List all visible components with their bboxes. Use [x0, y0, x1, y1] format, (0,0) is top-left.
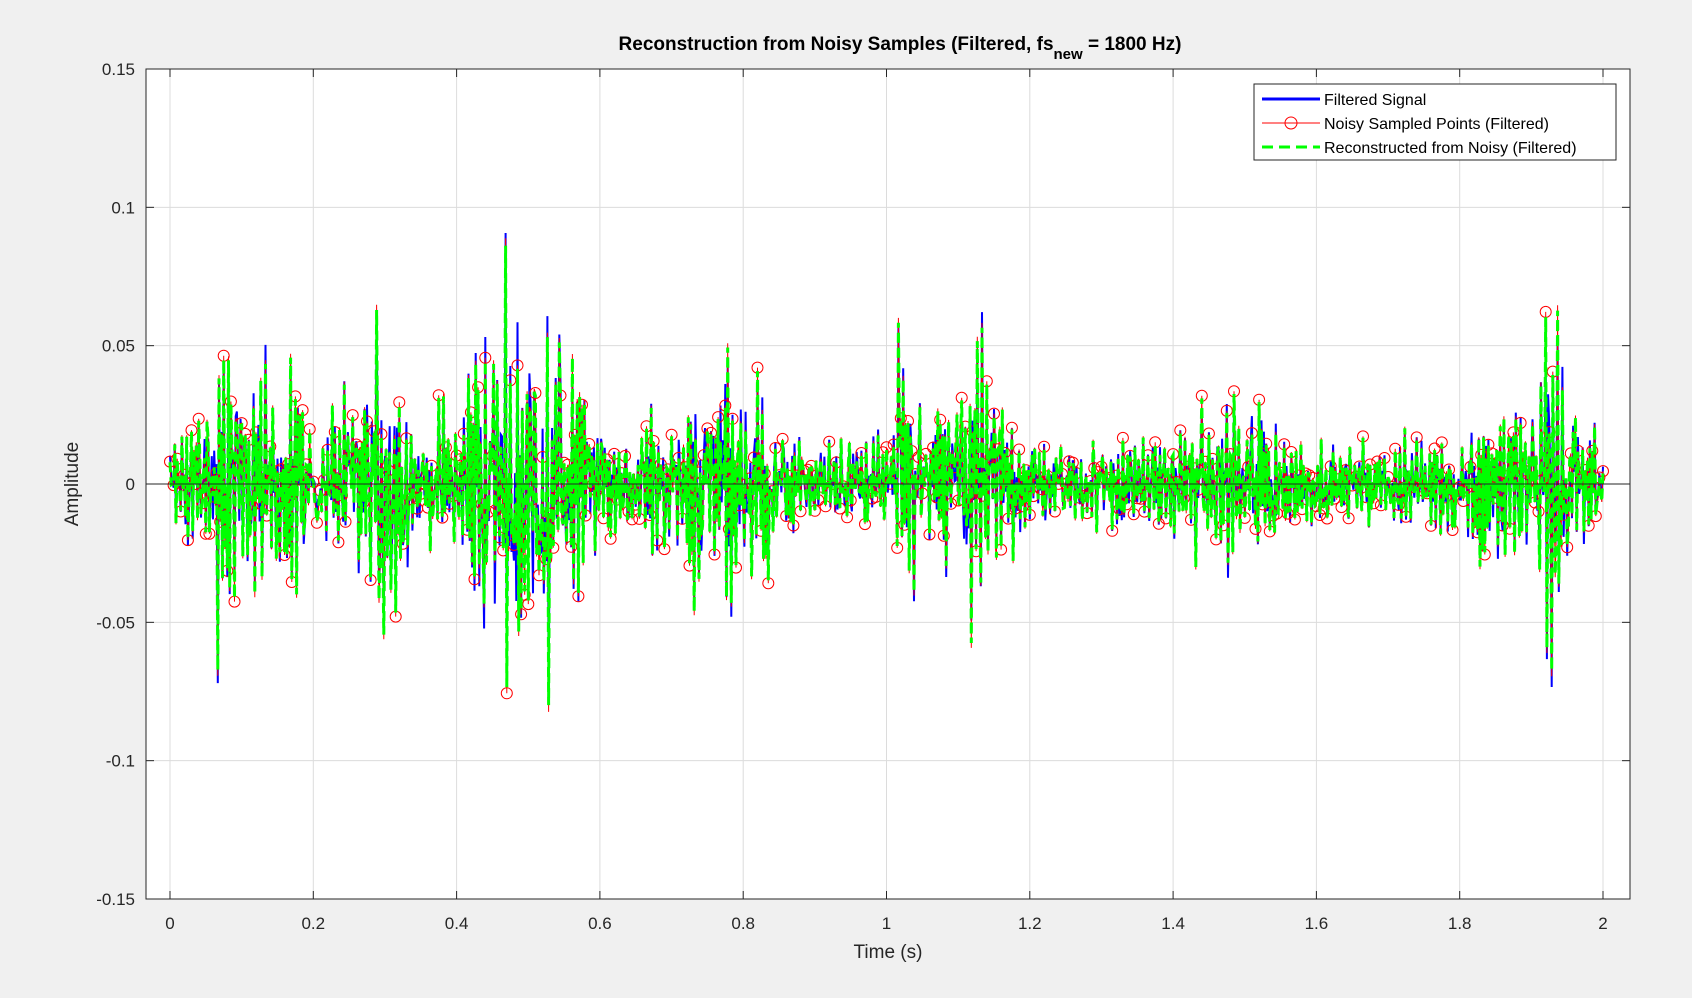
x-tick-label: 0.6: [588, 914, 612, 933]
y-tick-label: -0.05: [96, 613, 135, 632]
legend: Filtered Signal Noisy Sampled Points (Fi…: [1253, 83, 1617, 161]
noisy-sample-marker: [515, 608, 528, 621]
y-tick-label: -0.1: [106, 752, 135, 771]
y-axis-label: Amplitude: [62, 442, 83, 527]
legend-marker-noisy-sampled-points: [1284, 116, 1298, 130]
y-tick-label: 0.05: [102, 337, 135, 356]
x-tick-label: 1.8: [1448, 914, 1472, 933]
y-tick-label: 0.1: [111, 198, 135, 217]
x-tick-label: 0.2: [301, 914, 325, 933]
x-tick-label: 1.2: [1018, 914, 1042, 933]
x-tick-label: 0.8: [731, 914, 755, 933]
legend-label-filtered-signal: Filtered Signal: [1324, 92, 1426, 109]
noisy-sample-marker: [500, 687, 513, 700]
y-tick-label: 0.15: [102, 60, 135, 79]
series-reconstructed-from-noisy: [168, 245, 1605, 706]
legend-label-reconstructed-from-noisy: Reconstructed from Noisy (Filtered): [1324, 140, 1577, 157]
y-axis-ticks: -0.15 -0.1 -0.05 0 0.05 0.1 0.15: [96, 60, 1630, 909]
chart-title: Reconstruction from Noisy Samples (Filte…: [619, 34, 1182, 63]
x-axis-ticks: 0 0.2 0.4 0.6 0.8 1 1.2 1.4 1.6 1.8 2: [165, 69, 1608, 933]
chart-title-main: Reconstruction from Noisy Samples (Filte…: [619, 34, 1054, 55]
y-tick-label: 0: [126, 475, 135, 494]
chart-title-suffix: = 1800 Hz): [1083, 34, 1182, 55]
x-tick-label: 1.4: [1161, 914, 1185, 933]
y-tick-label: -0.15: [96, 890, 135, 909]
x-tick-label: 2: [1598, 914, 1607, 933]
reconstructed-line: [168, 245, 1605, 706]
legend-label-noisy-sampled-points: Noisy Sampled Points (Filtered): [1324, 116, 1549, 133]
x-tick-label: 1.6: [1305, 914, 1329, 933]
chart-title-subscript: new: [1054, 46, 1084, 63]
noisy-sample-marker: [529, 387, 542, 399]
x-tick-label: 0.4: [445, 914, 469, 933]
x-tick-label: 0: [165, 914, 174, 933]
x-axis-label: Time (s): [854, 942, 923, 963]
noisy-sample-marker: [479, 351, 492, 364]
noisy-sample-marker: [662, 463, 674, 476]
x-tick-label: 1: [882, 914, 891, 933]
